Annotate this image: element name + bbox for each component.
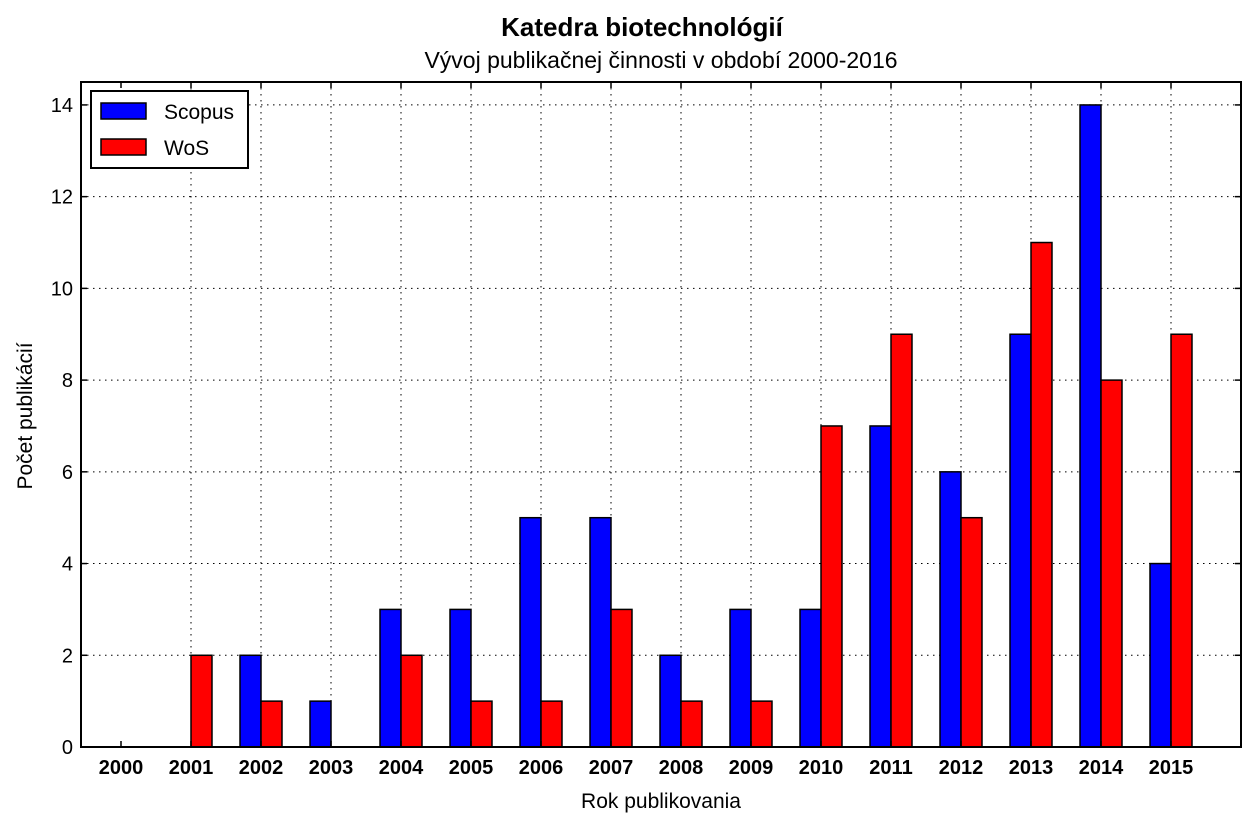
plot-frame: [80, 81, 1242, 748]
x-tick-label: 2005: [449, 757, 494, 779]
y-tick-label: 14: [51, 95, 73, 117]
bar-scopus-2012: [939, 471, 962, 748]
chart-title: Katedra biotechnológií: [501, 12, 783, 42]
x-tick-label: 2003: [309, 757, 354, 779]
x-tick-label: 2012: [939, 757, 984, 779]
ticks: 0 2 4 6 8 10 12 14 2000 2001 2002 2003 2004 2005 2006 2…: [51, 82, 1241, 779]
bar-wos-2005: [470, 700, 493, 748]
bar-wos-2007: [610, 608, 633, 748]
chart-subtitle: Vývoj publikačnej činnosti v období 2000…: [424, 47, 897, 73]
bar-wos-2010: [820, 425, 843, 748]
bar-wos-2011: [890, 333, 913, 748]
x-tick-label: 2008: [659, 757, 704, 779]
x-tick-label: 2007: [589, 757, 634, 779]
y-tick-label: 2: [62, 645, 73, 667]
legend: Scopus WoS: [90, 90, 249, 169]
bars: [190, 104, 1193, 748]
bar-scopus-2002: [239, 654, 262, 748]
bar-scopus-2005: [449, 608, 472, 748]
bar-scopus-2013: [1009, 333, 1032, 748]
legend-label-scopus: Scopus: [164, 101, 234, 124]
x-tick-label: 2013: [1009, 757, 1054, 779]
legend-swatch-wos: [100, 138, 147, 156]
x-axis-label: Rok publikovania: [581, 790, 741, 813]
bar-scopus-2004: [379, 608, 402, 748]
legend-swatch-scopus: [100, 102, 147, 120]
bar-wos-2008: [680, 700, 703, 748]
x-tick-label: 2000: [99, 757, 144, 779]
x-tick-label: 2002: [239, 757, 284, 779]
x-tick-label: 2006: [519, 757, 564, 779]
bar-wos-2013: [1030, 241, 1053, 748]
y-axis-label: Počet publikácií: [14, 342, 37, 489]
y-tick-label: 0: [62, 737, 73, 759]
y-tick-label: 12: [51, 187, 73, 209]
bar-wos-2009: [750, 700, 773, 748]
bar-wos-2012: [960, 516, 983, 748]
bar-scopus-2010: [799, 608, 822, 748]
y-tick-label: 10: [51, 278, 73, 300]
x-tick-label: 2010: [799, 757, 844, 779]
bar-wos-2001: [190, 654, 213, 748]
y-tick-label: 8: [62, 370, 73, 392]
bar-scopus-2006: [519, 516, 542, 748]
bar-scopus-2011: [869, 425, 892, 748]
bar-scopus-2008: [659, 654, 682, 748]
bar-scopus-2009: [729, 608, 752, 748]
y-tick-label: 6: [62, 462, 73, 484]
bar-wos-2002: [260, 700, 283, 748]
y-tick-label: 4: [62, 554, 73, 576]
bar-wos-2014: [1100, 379, 1123, 748]
bar-wos-2004: [400, 654, 423, 748]
bar-wos-2006: [540, 700, 563, 748]
grid: [81, 82, 1241, 747]
x-tick-label: 2011: [869, 757, 912, 779]
x-tick-label: 2004: [379, 757, 424, 779]
bar-wos-2015: [1170, 333, 1193, 748]
x-tick-label: 2015: [1149, 757, 1194, 779]
legend-label-wos: WoS: [164, 137, 209, 160]
x-tick-label: 2014: [1079, 757, 1124, 779]
bar-scopus-2015: [1149, 562, 1172, 748]
bar-scopus-2003: [309, 700, 332, 748]
bar-scopus-2007: [589, 516, 612, 748]
x-tick-label: 2001: [169, 757, 214, 779]
x-tick-label: 2009: [729, 757, 774, 779]
bar-scopus-2014: [1079, 104, 1102, 748]
